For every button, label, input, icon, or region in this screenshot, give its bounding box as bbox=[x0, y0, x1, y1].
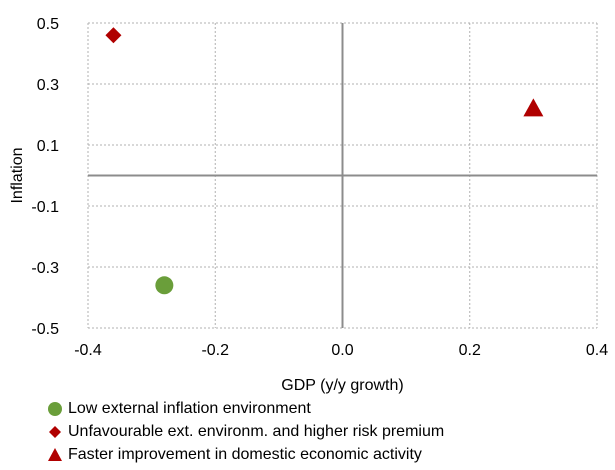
triangle-point bbox=[523, 98, 544, 117]
legend-item: Unfavourable ext. environm. and higher r… bbox=[46, 420, 444, 443]
y-tick-label: 0.5 bbox=[37, 16, 59, 33]
legend-diamond-icon bbox=[49, 425, 61, 438]
y-tick-label: 0.3 bbox=[37, 77, 59, 94]
tick-labels: -0.4 -0.2 0.0 0.2 0.4 -0.5 -0.3 -0.1 0.1 0.3 0.5 bbox=[31, 16, 608, 359]
legend-label: Faster improvement in domestic economic … bbox=[68, 445, 422, 463]
x-tick-label: 0.2 bbox=[459, 342, 481, 359]
data-points bbox=[105, 27, 544, 295]
legend-triangle-icon bbox=[48, 447, 62, 461]
x-tick-label: -0.2 bbox=[201, 342, 229, 359]
legend-label: Low external inflation environment bbox=[68, 399, 311, 417]
y-tick-label: -0.1 bbox=[31, 199, 59, 216]
legend-item: Low external inflation environment bbox=[46, 397, 444, 420]
y-tick-label: 0.1 bbox=[37, 138, 59, 155]
y-tick-label: -0.5 bbox=[31, 321, 59, 338]
circle-point bbox=[155, 276, 174, 295]
legend-label: Unfavourable ext. environm. and higher r… bbox=[68, 422, 445, 440]
x-axis-title: GDP (y/y growth) bbox=[281, 377, 403, 394]
y-axis-title: Inflation bbox=[9, 147, 26, 203]
legend-item: Faster improvement in domestic economic … bbox=[46, 443, 444, 466]
y-tick-label: -0.3 bbox=[31, 260, 59, 277]
diamond-point bbox=[105, 27, 122, 44]
legend-circle-icon bbox=[48, 401, 62, 416]
x-tick-label: -0.4 bbox=[74, 342, 102, 359]
legend: Low external inflation environment Unfavo… bbox=[46, 397, 444, 466]
x-tick-label: 0.4 bbox=[586, 342, 608, 359]
zero-axes bbox=[88, 23, 597, 328]
chart-svg: -0.4 -0.2 0.0 0.2 0.4 -0.5 -0.3 -0.1 0.1 0.3 0.5 G… bbox=[9, 16, 608, 394]
x-tick-label: 0.0 bbox=[331, 342, 353, 359]
